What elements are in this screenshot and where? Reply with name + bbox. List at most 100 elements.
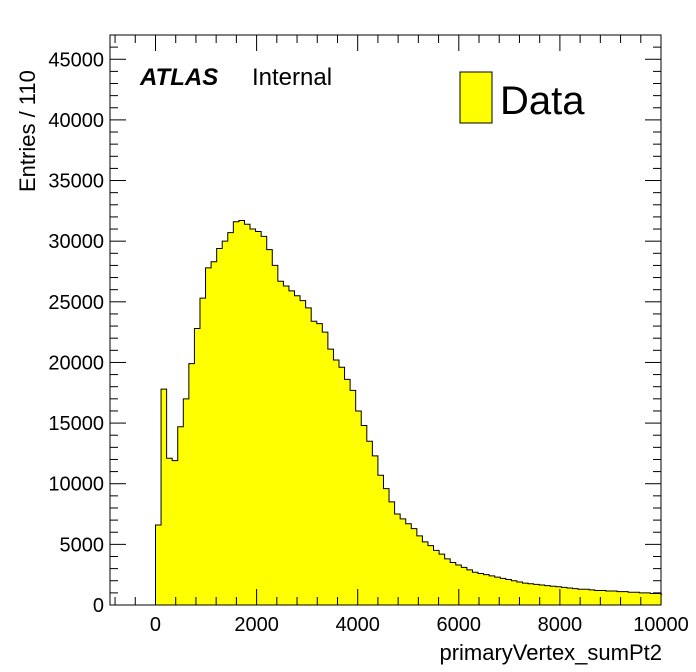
plot-frame xyxy=(109,34,662,606)
histogram-bin xyxy=(255,231,262,605)
y-tick-label: 25000 xyxy=(48,292,104,314)
histogram-bin xyxy=(533,584,540,605)
y-axis-ticks: 0 5000 10000 15000 20000 25000 30000 35000 40000… xyxy=(48,34,661,617)
atlas-label: ATLAS xyxy=(139,64,218,91)
histogram-bin xyxy=(227,232,234,605)
histogram-bin xyxy=(389,501,395,605)
legend-swatch xyxy=(459,71,493,124)
histogram-bin xyxy=(650,593,657,605)
histogram-bin xyxy=(316,323,323,605)
histogram-bin xyxy=(250,229,256,606)
internal-label: Internal xyxy=(252,64,332,91)
histogram-bin xyxy=(238,220,245,605)
histogram-bin xyxy=(177,426,184,605)
histogram-bin xyxy=(478,573,484,605)
histogram-bin xyxy=(233,221,240,605)
histogram-outline xyxy=(154,220,663,605)
histogram-bin xyxy=(394,514,401,605)
histogram-bin xyxy=(355,410,362,605)
y-axis-title: Entries / 110 xyxy=(15,70,40,192)
y-tick-label: 35000 xyxy=(48,171,104,193)
histogram-bin xyxy=(516,581,523,605)
histogram-bin xyxy=(338,367,345,605)
histogram-bin xyxy=(411,528,418,605)
histogram-bin xyxy=(183,398,190,605)
histogram-bin xyxy=(216,248,223,605)
y-tick-label: 40000 xyxy=(48,110,104,132)
histogram-bin xyxy=(600,590,607,605)
histogram-bin xyxy=(578,589,585,605)
x-axis-ticks: 0 2000 4000 6000 8000 10000 xyxy=(114,35,689,636)
x-tick-label: 2000 xyxy=(234,614,279,636)
histogram-bin xyxy=(572,588,579,605)
histogram-bin xyxy=(528,583,535,605)
histogram-bin xyxy=(466,569,473,605)
histogram-bars xyxy=(155,220,662,606)
y-tick-label: 10000 xyxy=(48,474,104,496)
histogram-bin xyxy=(366,441,373,605)
histogram-bin xyxy=(266,249,273,605)
x-tick-label: 4000 xyxy=(335,614,380,636)
histogram-bin xyxy=(561,587,568,605)
histogram-bin xyxy=(550,586,557,605)
histogram-bin xyxy=(416,535,423,605)
histogram-bin xyxy=(555,586,562,605)
histogram-bin xyxy=(305,307,312,605)
histogram-bin xyxy=(444,558,451,605)
histogram-bin xyxy=(605,591,612,605)
histogram-bin xyxy=(511,580,518,605)
histogram-bin xyxy=(544,585,551,605)
histogram-bin xyxy=(505,579,512,605)
y-tick-label: 0 xyxy=(93,595,104,617)
legend-entry-data: Data xyxy=(500,79,585,123)
histogram-bin xyxy=(261,236,268,605)
histogram-bin xyxy=(439,554,446,605)
histogram-bin xyxy=(311,321,318,605)
histogram-bin xyxy=(489,575,496,605)
histogram-bin xyxy=(583,589,590,605)
histogram-bin xyxy=(633,592,640,605)
histogram-bin xyxy=(594,590,601,605)
x-tick-label: 8000 xyxy=(538,614,583,636)
histogram-bin xyxy=(589,589,596,605)
histogram-bin xyxy=(455,564,462,605)
histogram-bin xyxy=(472,572,479,605)
histogram-bin xyxy=(344,379,351,605)
histogram-bin xyxy=(288,290,295,605)
histogram-bin xyxy=(400,518,407,605)
histogram-bin xyxy=(322,332,329,605)
x-tick-label: 10000 xyxy=(633,614,689,636)
histogram-bin xyxy=(522,583,529,605)
histogram-bin xyxy=(450,562,457,605)
histogram-bin xyxy=(361,425,368,605)
histogram-bin xyxy=(300,300,307,605)
x-axis-title: primaryVertex_sumPt2 xyxy=(439,640,662,665)
histogram-bin xyxy=(566,588,573,605)
histogram-bin xyxy=(622,591,629,605)
histogram-bin xyxy=(461,567,468,605)
histogram-bin xyxy=(611,591,618,605)
histogram-bin xyxy=(294,295,301,605)
histogram-bin xyxy=(166,458,173,605)
histogram-bin xyxy=(205,267,212,605)
histogram-bin xyxy=(655,593,662,605)
histogram-bin xyxy=(383,488,390,605)
histogram-bin xyxy=(188,363,195,605)
histogram-bin xyxy=(327,349,334,605)
histogram-bin xyxy=(277,281,284,605)
histogram-bin xyxy=(427,545,434,605)
y-tick-label: 15000 xyxy=(48,413,104,435)
x-tick-label: 6000 xyxy=(437,614,482,636)
histogram-bin xyxy=(628,592,635,605)
histogram-bin xyxy=(155,524,162,605)
histogram-bin xyxy=(244,224,251,606)
histogram-bin xyxy=(350,390,357,605)
y-tick-label: 5000 xyxy=(60,534,105,556)
histogram-bin xyxy=(617,591,623,605)
y-tick-label: 45000 xyxy=(48,49,104,71)
histogram-bin xyxy=(422,541,429,605)
y-tick-label: 30000 xyxy=(48,231,104,253)
histogram-bin xyxy=(644,592,651,605)
histogram-bin xyxy=(639,592,646,605)
